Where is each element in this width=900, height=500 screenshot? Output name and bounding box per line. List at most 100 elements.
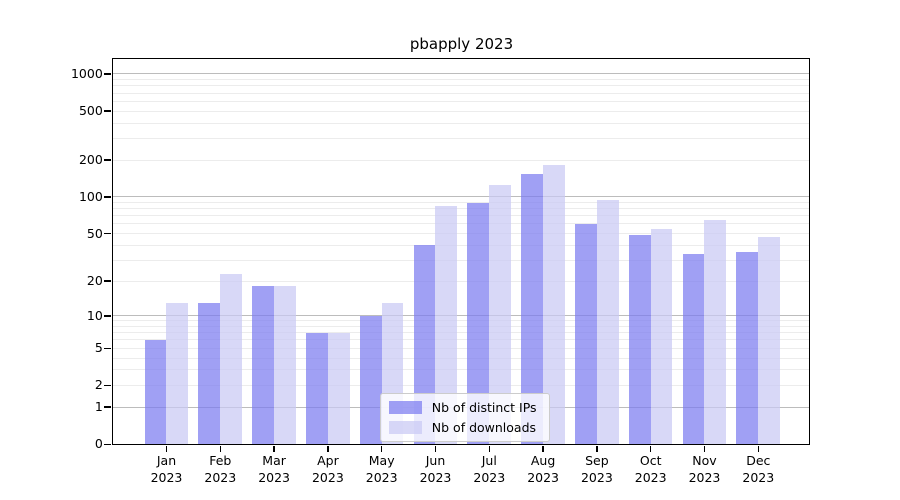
y-tick-mark [104,73,112,75]
y-tick-label: 0 [94,436,103,452]
gridline-minor [112,259,810,261]
x-tick-label-mar: Mar 2023 [258,453,290,485]
gridline-minor [112,208,810,210]
x-tick-mark [327,445,329,452]
y-tick-label: 200 [78,152,103,168]
bar-distinct-ips-apr [306,332,328,445]
bar-downloads-nov [704,219,727,445]
y-tick-mark [104,384,112,387]
bar-distinct-ips-mar [252,286,275,445]
y-tick-label: 2 [94,377,103,393]
bar-downloads-aug [543,165,565,445]
gridline-minor [112,110,810,112]
gridline-minor [112,215,810,217]
gridline-major [112,196,810,198]
gridline-minor [112,159,810,161]
y-tick-mark [104,232,112,235]
x-tick-mark [380,445,383,452]
bar-downloads-oct [650,228,673,445]
gridlines-layer [112,59,810,445]
x-tick-label-aug: Aug 2023 [527,453,559,485]
gridline-minor [112,320,810,322]
legend-label: Nb of distinct IPs [431,399,537,415]
gridline-minor [112,92,810,94]
gridline-minor [112,384,810,386]
x-tick-mark [273,445,275,452]
y-tick-mark [104,315,112,317]
y-tick-label: 10 [86,307,103,323]
y-tick-mark [104,196,112,198]
bar-distinct-ips-aug [521,173,544,445]
x-tick-label-jul: Jul 2023 [473,453,506,485]
gridline-minor [112,223,810,225]
x-tick-mark [703,445,706,452]
y-tick-label: 20 [86,273,103,289]
bar-distinct-ips-jul [467,202,490,445]
gridline-minor [112,137,810,139]
x-tick-mark [757,445,760,452]
y-tick-mark [104,280,112,282]
gridline-minor [112,347,810,349]
gridline-minor [112,357,810,359]
bar-downloads-jun [435,205,458,445]
legend-label: Nb of downloads [431,419,537,435]
x-tick-label-jun: Jun 2023 [419,453,452,485]
x-tick-label-apr: Apr 2023 [311,453,344,485]
gridline-minor [112,79,810,81]
x-tick-label-nov: Nov 2023 [688,453,721,485]
x-tick-mark [596,445,598,452]
x-tick-label-sep: Sep 2023 [580,453,613,485]
gridline-minor [112,339,810,341]
gridline-minor [112,369,810,371]
x-tick-label-feb: Feb 2023 [204,453,237,485]
x-tick-mark [219,445,222,452]
gridline-minor [112,122,810,124]
legend-item: Nb of downloads [388,419,537,435]
y-tick-mark [104,406,112,408]
bar-distinct-ips-nov [682,253,705,445]
gridline-minor [112,85,810,87]
x-tick-label-oct: Oct 2023 [634,453,667,485]
bar-distinct-ips-may [359,315,382,445]
bar-distinct-ips-jan [144,339,167,445]
y-tick-label: 50 [86,225,103,241]
x-tick-label-dec: Dec 2023 [742,453,775,485]
x-tick-label-jan: Jan 2023 [150,453,183,485]
bars-layer [113,59,810,445]
bar-downloads-feb [220,273,243,445]
legend: Nb of distinct IPs Nb of downloads [379,392,550,442]
gridline-minor [112,280,810,282]
bar-distinct-ips-sep [575,223,597,445]
gridline-minor [112,244,810,246]
gridline-minor [112,233,810,235]
gridline-major [112,315,810,317]
y-tick-label: 1 [94,399,103,415]
y-tick-mark [104,110,112,112]
bar-downloads-mar [274,286,296,445]
plot-area: Nb of distinct IPs Nb of downloads 0 1 2 5 10… [71,57,811,485]
bar-distinct-ips-oct [628,234,651,445]
y-tick-mark [104,347,112,349]
gridline-minor [112,202,810,203]
y-tick-label: 5 [94,340,103,356]
bar-distinct-ips-feb [198,302,221,445]
x-tick-mark [649,445,652,452]
bar-downloads-dec [758,236,781,445]
y-tick-label: 500 [78,103,103,119]
x-tick-mark [542,445,544,452]
legend-swatch-distinct-ips [388,400,422,414]
chart-title: pbapply 2023 [409,35,514,53]
y-tick-label: 100 [78,188,103,204]
y-tick-mark [104,443,112,446]
x-tick-mark [165,445,168,452]
gridline-minor [112,100,810,102]
bar-downloads-sep [596,199,619,445]
bar-distinct-ips-dec [736,252,759,445]
y-tick-label: 1000 [70,65,103,81]
y-tick-mark [104,159,112,161]
bar-downloads-apr [327,332,350,445]
gridline-minor [112,332,810,334]
legend-swatch-downloads [388,420,422,434]
bar-downloads-jan [166,302,189,445]
x-tick-mark [434,445,437,452]
